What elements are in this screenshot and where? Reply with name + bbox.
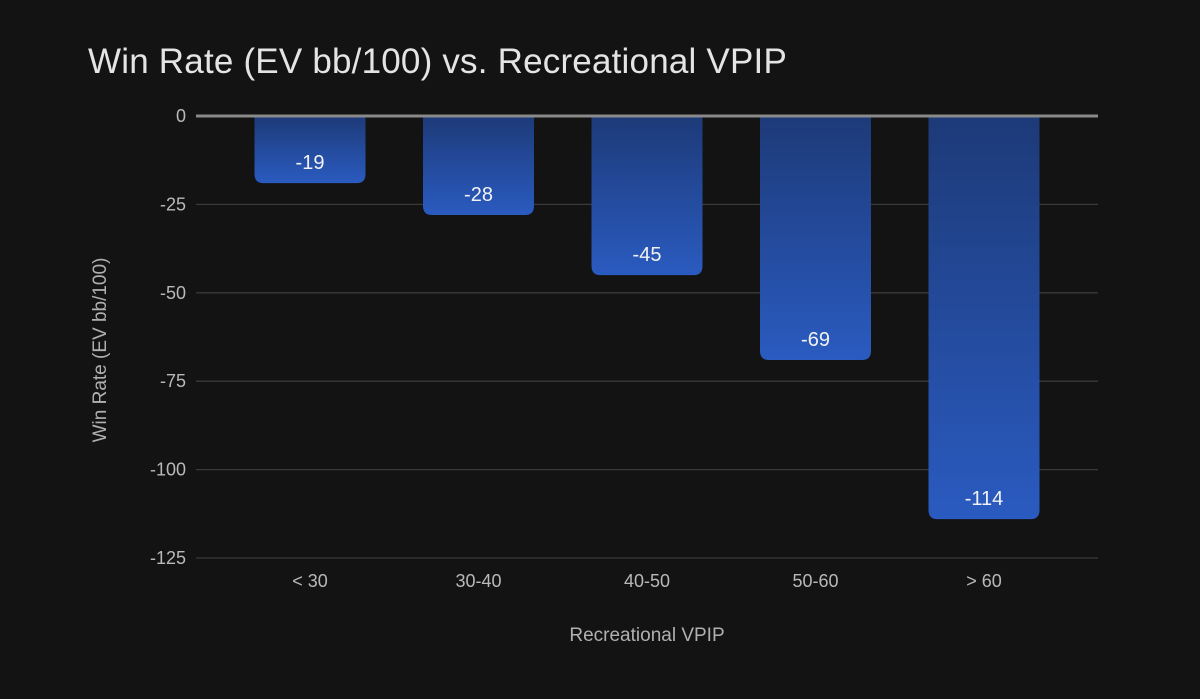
bar-value-label: -114 bbox=[965, 488, 1004, 510]
bars bbox=[254, 116, 1040, 520]
bar bbox=[254, 116, 366, 184]
y-axis-tick-labels: 0 -25 -50 -75 -100 -125 bbox=[150, 106, 186, 568]
x-axis-tick-labels: < 30 30-40 40-50 50-60 > 60 bbox=[292, 571, 1002, 591]
y-tick-label: -75 bbox=[160, 371, 186, 391]
bar bbox=[760, 116, 871, 360]
x-tick-label: 30-40 bbox=[455, 571, 501, 591]
x-tick-label: 40-50 bbox=[624, 571, 670, 591]
y-axis-title: Win Rate (EV bb/100) bbox=[90, 258, 111, 443]
y-tick-label: -100 bbox=[150, 460, 186, 480]
y-tick-label: -25 bbox=[160, 194, 186, 214]
x-tick-label: > 60 bbox=[966, 571, 1002, 591]
y-tick-label: -125 bbox=[150, 548, 186, 568]
bar-data-labels: -19 -28 -45 -69 -114 bbox=[296, 152, 1004, 510]
bar-value-label: -45 bbox=[633, 244, 662, 266]
chart-title: Win Rate (EV bb/100) vs. Recreational VP… bbox=[88, 42, 787, 81]
bar bbox=[591, 116, 703, 276]
y-tick-label: -50 bbox=[160, 283, 186, 303]
bar-value-label: -69 bbox=[801, 329, 830, 351]
bar bbox=[928, 116, 1040, 520]
x-tick-label: 50-60 bbox=[792, 571, 838, 591]
bar bbox=[423, 116, 534, 216]
x-axis-title: Recreational VPIP bbox=[569, 625, 724, 646]
bar-value-label: -28 bbox=[464, 184, 493, 206]
bar-value-label: -19 bbox=[296, 152, 325, 174]
x-tick-label: < 30 bbox=[292, 571, 328, 591]
y-tick-label: 0 bbox=[176, 106, 186, 126]
